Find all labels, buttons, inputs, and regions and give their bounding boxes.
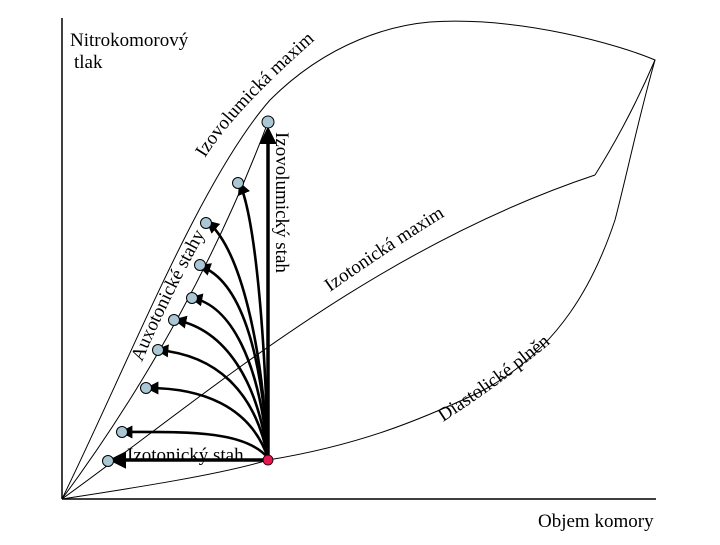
auxotonic-arrow-8 [119,425,270,459]
marker [140,382,152,394]
y-axis-label-line1: Nitrokomorový [70,30,189,51]
marker [116,426,128,438]
isovolumic-maxima-text: Izovolumická maxima [0,0,318,161]
isovolumic-contraction-label: Izovolumický stah [271,132,292,273]
marker [186,292,198,304]
marker [194,259,206,271]
auxotonic-arrow-3 [197,263,270,459]
auxotonic-markers [102,115,275,467]
marker [200,217,212,229]
marker [232,177,244,189]
isotonic-maxima-label: Izotonická maxima [0,0,448,296]
x-axis-label: Objem komory [538,511,654,532]
y-axis-label-line2: tlak [74,52,103,73]
auxotonic-arrow-5 [173,315,270,459]
isotonic-maxima-text: Izotonická maxima [0,0,448,296]
auxotonic-states-text: Auxotonické stahy [127,226,209,364]
auxotonic-arrow-6 [155,344,270,459]
marker [152,344,164,356]
auxotonic-line [61,121,269,500]
marker [102,455,114,467]
start-point [262,454,274,466]
marker [261,115,275,129]
isovolumic-maxima-label: Izovolumická maxima [0,0,318,161]
auxotonic-states-label: Auxotonické stahy [127,226,209,364]
isovolumic-maxima-curve [61,20,656,500]
auxotonic-arrow-7 [145,381,270,459]
diastolic-filling-curve [61,59,656,500]
auxotonic-arrow-4 [189,293,270,459]
marker [168,314,180,326]
isotonic-contraction-label: Izotonický stah [127,445,244,466]
